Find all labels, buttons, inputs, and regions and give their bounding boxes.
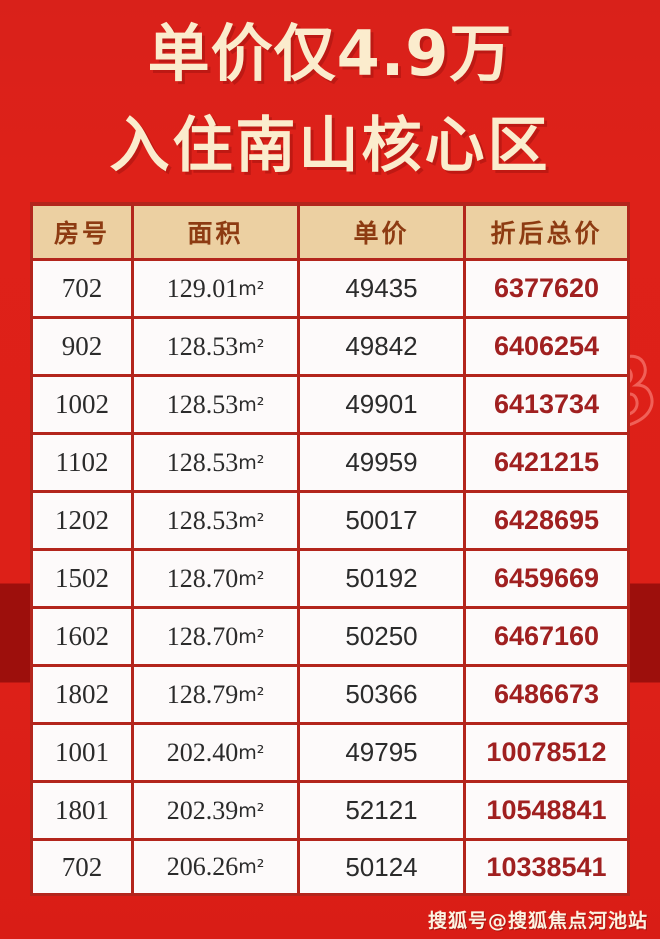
table-row: 1602 128.70m² 50250 6467160 [30,606,630,664]
cell-area-value: 128.53 [166,505,239,535]
table-row: 1001 202.40m² 49795 10078512 [30,722,630,780]
headline-line-1: 单价仅4.9万 [147,17,513,90]
cell-area: 202.39m² [131,780,297,838]
cell-unit-price: 49901 [297,374,463,432]
cell-area-value: 128.53 [166,389,239,419]
table-row: 702 206.26m² 50124 10338541 [30,838,630,896]
cell-area-unit: m² [238,393,265,416]
cell-room: 1802 [30,664,131,722]
cell-total-price: 6377620 [463,258,630,316]
cell-room: 1502 [30,548,131,606]
table-row: 1802 128.79m² 50366 6486673 [30,664,630,722]
table-head: 房号 面积 单价 折后总价 [30,202,630,258]
source-credit: 搜狐号@搜狐焦点河池站 [427,910,648,932]
table-body: 702 129.01m² 49435 6377620 902 128.53m² 49842 6… [30,258,630,896]
cell-room: 1202 [30,490,131,548]
cell-unit-price: 49842 [297,316,463,374]
cell-area-value: 128.53 [166,447,239,477]
cell-total-price: 6406254 [463,316,630,374]
cell-area-unit: m² [238,277,265,300]
cell-unit-price: 49435 [297,258,463,316]
cell-total-price: 6486673 [463,664,630,722]
cell-area-value: 128.79 [166,679,239,709]
cell-area: 128.70m² [131,606,297,664]
cell-area: 128.53m² [131,432,297,490]
cell-unit-price: 52121 [297,780,463,838]
cell-total-price: 6428695 [463,490,630,548]
cell-unit-price: 49795 [297,722,463,780]
cell-area: 206.26m² [131,838,297,896]
cell-area-value: 206.26 [166,852,239,881]
column-header-total-price: 折后总价 [463,202,630,258]
table-header-row: 房号 面积 单价 折后总价 [30,202,630,258]
table-row: 702 129.01m² 49435 6377620 [30,258,630,316]
cell-area: 129.01m² [131,258,297,316]
cell-area-unit: m² [238,741,265,764]
cell-area: 128.79m² [131,664,297,722]
cell-unit-price: 50192 [297,548,463,606]
cell-total-price: 6413734 [463,374,630,432]
cell-area: 202.40m² [131,722,297,780]
cell-room: 1001 [30,722,131,780]
cell-area-unit: m² [238,856,265,878]
column-header-area: 面积 [131,202,297,258]
column-header-room: 房号 [30,202,131,258]
cell-area-value: 129.01 [166,273,239,303]
cell-area: 128.53m² [131,490,297,548]
cell-unit-price: 50366 [297,664,463,722]
table-row: 1202 128.53m² 50017 6428695 [30,490,630,548]
headline-block: 单价仅4.9万 入住南山核心区 [0,0,660,198]
cell-total-price: 6421215 [463,432,630,490]
cell-area-unit: m² [238,509,265,532]
table-row: 1502 128.70m² 50192 6459669 [30,548,630,606]
cell-area-unit: m² [238,625,265,648]
cell-room: 1801 [30,780,131,838]
cell-area: 128.70m² [131,548,297,606]
table-row: 1002 128.53m² 49901 6413734 [30,374,630,432]
headline-line-2: 入住南山核心区 [109,111,551,181]
column-header-unit-price: 单价 [297,202,463,258]
cell-total-price: 6467160 [463,606,630,664]
cell-total-price: 10078512 [463,722,630,780]
table-row: 902 128.53m² 49842 6406254 [30,316,630,374]
cell-room: 1602 [30,606,131,664]
cell-area: 128.53m² [131,374,297,432]
cell-area-value: 202.40 [166,737,239,767]
cell-unit-price: 49959 [297,432,463,490]
cell-area-unit: m² [238,683,265,706]
cell-area: 128.53m² [131,316,297,374]
cell-area-unit: m² [238,335,265,358]
cell-room: 702 [30,258,131,316]
cell-area-unit: m² [238,451,265,474]
cell-area-unit: m² [238,799,265,822]
cell-room: 1002 [30,374,131,432]
cell-room: 1102 [30,432,131,490]
cell-room: 702 [30,838,131,896]
cell-area-value: 128.70 [166,621,239,651]
cell-total-price: 10338541 [463,838,630,896]
cell-unit-price: 50250 [297,606,463,664]
cell-unit-price: 50124 [297,838,463,896]
cell-unit-price: 50017 [297,490,463,548]
cell-total-price: 10548841 [463,780,630,838]
cell-area-unit: m² [238,567,265,590]
cell-area-value: 128.53 [166,331,239,361]
table-row: 1801 202.39m² 52121 10548841 [30,780,630,838]
price-table-container: 房号 面积 单价 折后总价 702 129.01m² 49435 6377620 902… [30,198,630,896]
table-row: 1102 128.53m² 49959 6421215 [30,432,630,490]
cell-total-price: 6459669 [463,548,630,606]
cell-area-value: 128.70 [166,563,239,593]
cell-room: 902 [30,316,131,374]
cell-area-value: 202.39 [166,795,239,825]
price-table: 房号 面积 单价 折后总价 702 129.01m² 49435 6377620 902… [30,202,630,896]
